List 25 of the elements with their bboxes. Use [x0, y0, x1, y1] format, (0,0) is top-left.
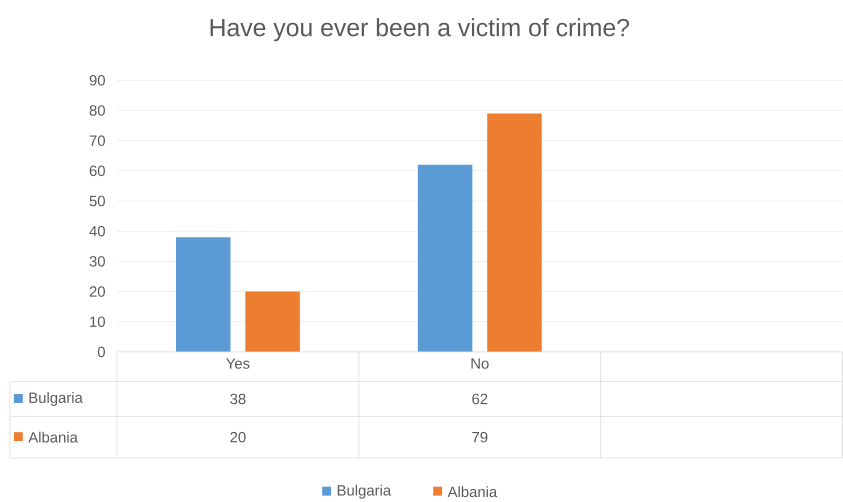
y-tick-label: 40 [89, 226, 105, 236]
chart-title: Have you ever been a victim of crime? [210, 18, 630, 42]
x-tick-label: Yes [226, 358, 250, 369]
bar [487, 114, 542, 352]
data-label: 79 [472, 432, 488, 442]
y-tick-label: 20 [90, 286, 105, 297]
bar [245, 292, 300, 352]
y-tick-label: 10 [90, 316, 105, 328]
legend-label: Albania [448, 486, 498, 498]
y-tick-label: 50 [90, 196, 105, 206]
y-tick-label: 0 [98, 346, 105, 358]
legend-label: Bulgaria [30, 392, 83, 406]
y-tick-label: 30 [90, 256, 105, 267]
data-label: 20 [230, 432, 246, 442]
data-label: 62 [472, 394, 488, 404]
bar [418, 164, 472, 352]
text: Albania [28, 432, 78, 443]
y-tick-label: 60 [90, 166, 105, 176]
y-tick-label: 70 [90, 135, 105, 146]
y-tick-label: 90 [90, 75, 105, 86]
bar [176, 237, 230, 352]
text: Bulgaria [338, 484, 392, 499]
y-tick-label: 80 [90, 105, 105, 116]
data-label: 38 [230, 394, 246, 404]
x-tick-label: No [472, 358, 489, 369]
